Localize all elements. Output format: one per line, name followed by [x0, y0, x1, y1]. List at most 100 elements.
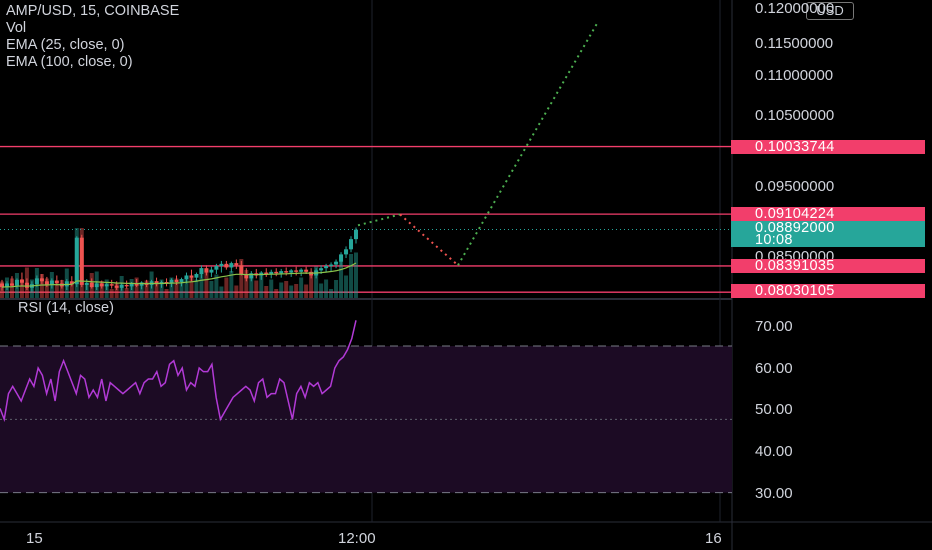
bar-countdown: 10:08	[755, 232, 793, 248]
candle-body	[299, 269, 304, 272]
rsi-tick: 60.00	[755, 360, 793, 377]
volume-bar	[334, 280, 339, 298]
price-tick: 0.09500000	[755, 178, 835, 195]
volume-bar	[114, 282, 119, 298]
candle-body	[339, 254, 344, 262]
candle-body	[169, 279, 174, 284]
volume-bar	[314, 266, 319, 298]
ema25-line	[1, 262, 357, 288]
volume-bar	[249, 274, 254, 298]
candle-body	[24, 282, 29, 288]
volume-bar	[184, 276, 189, 298]
volume-bar	[84, 284, 89, 298]
volume-bar	[139, 282, 144, 298]
volume-bar	[289, 285, 294, 298]
candle-body	[74, 237, 79, 285]
candle-body	[154, 281, 159, 285]
ema25-legend[interactable]: EMA (25, close, 0)	[6, 37, 125, 53]
price-tick: 0.10500000	[755, 107, 835, 124]
candle-body	[209, 269, 214, 273]
candle-body	[139, 282, 144, 286]
candle-body	[104, 284, 109, 287]
candle-body	[274, 271, 279, 274]
volume-bar	[279, 282, 284, 298]
candle-body	[119, 284, 124, 288]
volume-bar	[44, 278, 49, 298]
candle-body	[219, 263, 224, 267]
volume-bar	[154, 281, 159, 298]
volume-bar	[189, 277, 194, 298]
candle-body	[289, 270, 294, 273]
candle-body	[109, 284, 114, 286]
volume-bar	[234, 285, 239, 298]
volume-bar	[264, 286, 269, 298]
candle-body	[279, 271, 284, 274]
candle-body	[239, 265, 244, 275]
vol-legend[interactable]: Vol	[6, 20, 27, 36]
volume-bar	[224, 277, 229, 298]
volume-bar	[134, 277, 139, 298]
volume-bar	[214, 274, 219, 298]
candle-body	[54, 280, 59, 284]
candle-body	[114, 285, 119, 288]
candle-body	[174, 279, 179, 283]
price-level-tag[interactable]: 0.10033744	[731, 140, 925, 154]
rsi-tick: 70.00	[755, 318, 793, 335]
candle-body	[44, 281, 49, 285]
current-price-value: 0.08892000	[755, 220, 835, 236]
candle-body	[334, 261, 339, 265]
volume-bar	[124, 288, 129, 298]
projection-segment	[457, 21, 599, 266]
candle-body	[49, 280, 54, 285]
candle-body	[319, 268, 324, 271]
candle-body	[234, 263, 239, 266]
candle-body	[269, 271, 274, 275]
volume-bar	[219, 286, 224, 298]
candle-body	[264, 272, 269, 275]
volume-bar	[99, 281, 104, 298]
volume-bar	[274, 289, 279, 298]
candle-body	[164, 282, 169, 284]
price-level-tag[interactable]: 0.08391035	[731, 259, 925, 273]
projection-segment	[399, 213, 459, 267]
candle-body	[134, 283, 139, 286]
volume-bar	[344, 275, 349, 298]
volume-bar	[209, 281, 214, 298]
price-level-tag[interactable]: 0.09104224	[731, 207, 925, 221]
price-tick: 0.11500000	[755, 35, 834, 52]
candle-body	[244, 274, 249, 279]
ema100-legend[interactable]: EMA (100, close, 0)	[6, 54, 133, 70]
volume-bar	[194, 279, 199, 298]
volume-bar	[244, 270, 249, 298]
candle-body	[19, 279, 24, 283]
projection-segment	[357, 213, 401, 227]
price-tick-top-partial: 0.12000000	[755, 0, 835, 17]
volume-bar	[54, 284, 59, 298]
candle-body	[204, 268, 209, 273]
candle-body	[329, 264, 334, 267]
price-level-tag[interactable]: 0.08030105	[731, 284, 925, 298]
candle-body	[14, 279, 19, 286]
candle-body	[129, 283, 134, 287]
candle-body	[224, 263, 229, 268]
volume-bar	[309, 275, 314, 298]
candle-body	[189, 275, 194, 278]
volume-bar	[284, 281, 289, 298]
currency-badge[interactable]: USD	[806, 2, 854, 20]
candle-body	[199, 268, 204, 275]
volume-bar	[324, 279, 329, 298]
volume-bar	[109, 289, 114, 298]
candle-body	[84, 282, 89, 285]
volume-bar	[39, 274, 44, 298]
volume-bar	[269, 279, 274, 298]
candle-body	[0, 283, 4, 288]
current-price-tag[interactable]: 0.08892000 10:08	[731, 221, 925, 247]
rsi-tick: 30.00	[755, 485, 793, 502]
volume-bar	[239, 259, 244, 298]
rsi-legend[interactable]: RSI (14, close)	[18, 300, 114, 316]
volume-bar	[179, 283, 184, 298]
volume-bar	[9, 278, 14, 298]
volume-bar	[294, 284, 299, 298]
volume-bar	[204, 269, 209, 298]
